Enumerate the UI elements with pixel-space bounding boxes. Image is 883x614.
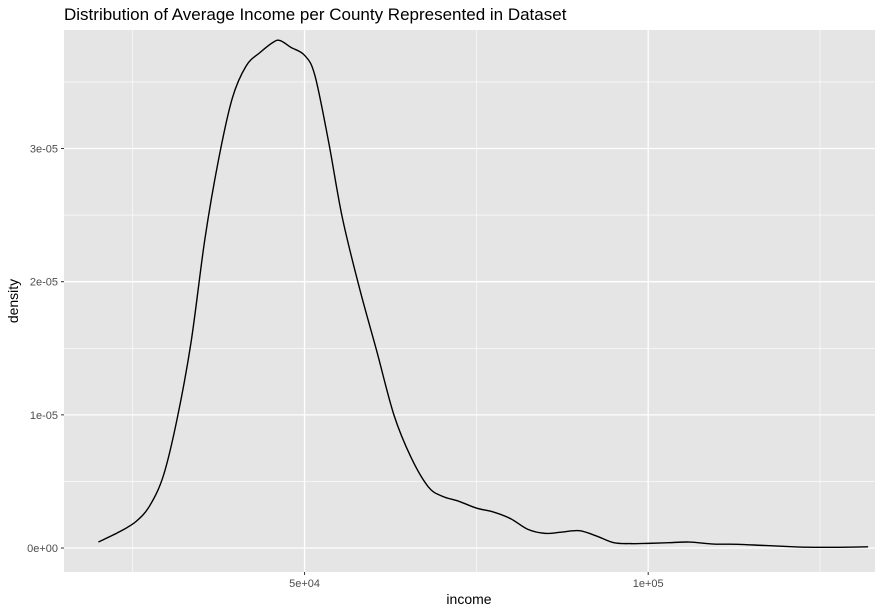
- y-axis-ticks: 0e+00 1e-05 2e-05 3e-05: [27, 144, 64, 555]
- grid-lines: [64, 30, 875, 572]
- y-tick-label: 1e-05: [30, 410, 58, 422]
- density-curve: [98, 39, 869, 549]
- y-tick-label: 0e+00: [27, 543, 58, 555]
- plot-panel: [64, 30, 875, 572]
- x-tick-label: 5e+04: [289, 578, 320, 590]
- y-tick-label: 2e-05: [30, 277, 58, 289]
- x-tick-label: 1e+05: [633, 578, 664, 590]
- y-tick-label: 3e-05: [30, 144, 58, 156]
- chart-title: Distribution of Average Income per Count…: [64, 5, 567, 24]
- x-axis-ticks: 5e+04 1e+05: [289, 572, 664, 590]
- y-axis-title: density: [5, 279, 21, 323]
- x-axis-title: income: [446, 591, 491, 607]
